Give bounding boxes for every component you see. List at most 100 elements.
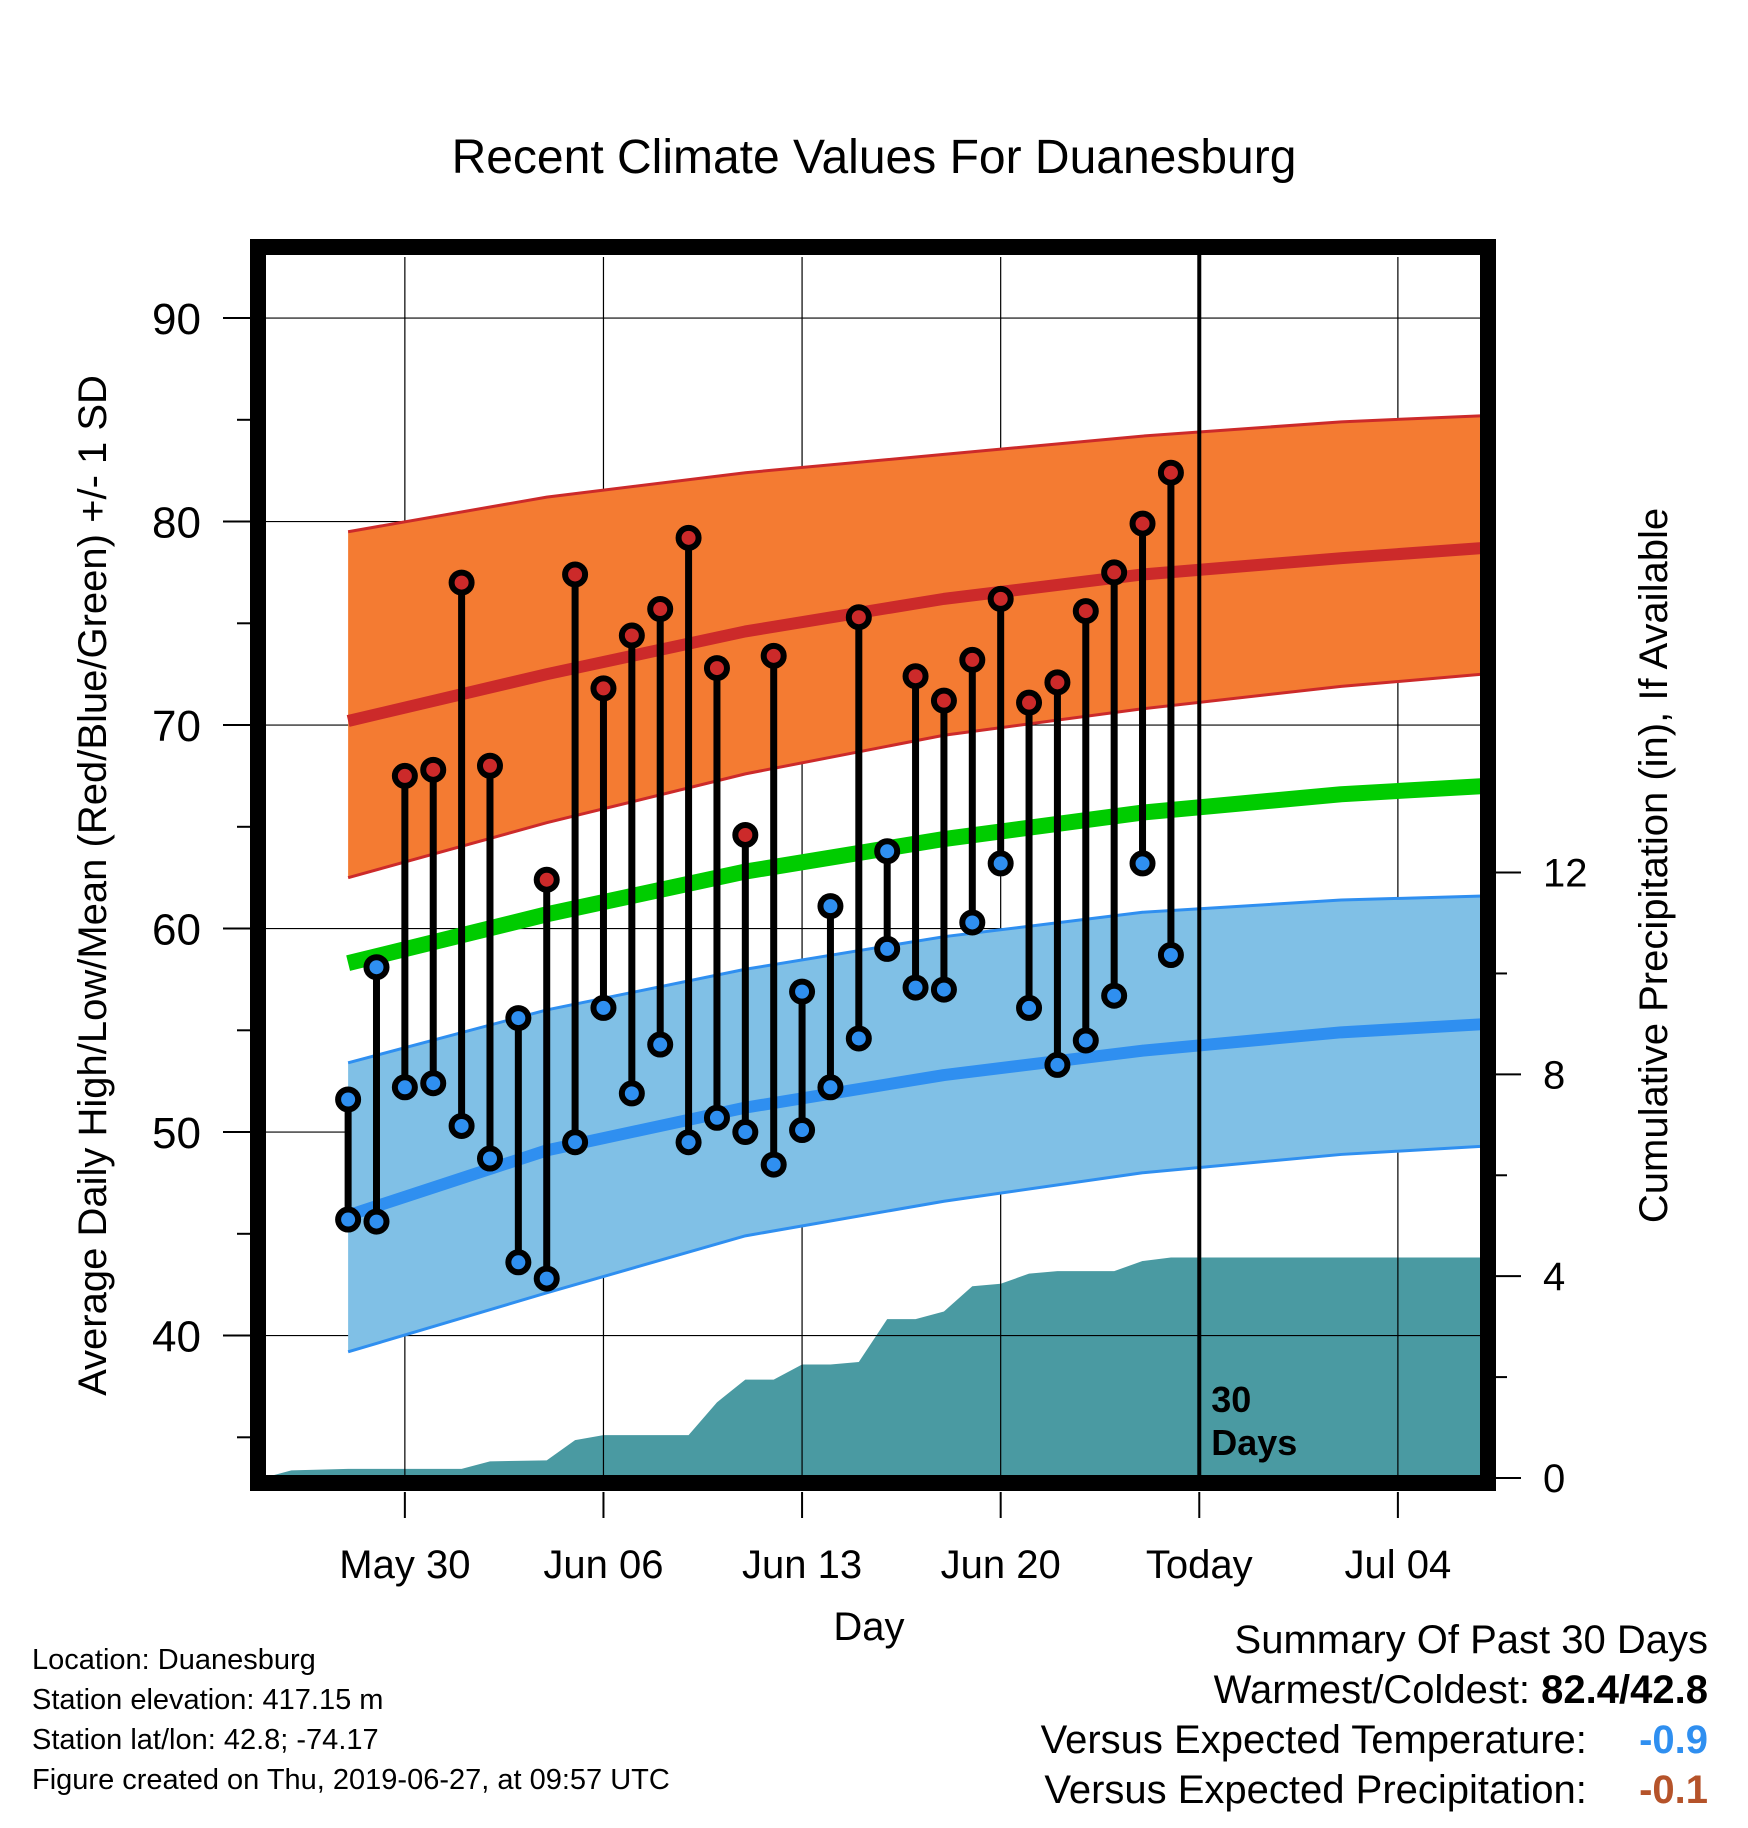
- summary-warm-cold-label: Warmest/Coldest:: [1213, 1668, 1531, 1712]
- obs-low-point: [930, 976, 957, 1003]
- footer-created: Figure created on Thu, 2019-06-27, at 09…: [32, 1764, 670, 1796]
- y2-tick-label: 0: [1543, 1457, 1565, 1501]
- obs-high-point: [675, 524, 702, 551]
- obs-high-point: [1157, 459, 1184, 486]
- obs-high-point: [391, 762, 418, 789]
- axes-layer: 40 50 60 70 80 90 0 4 8 12 May 30 Jun 06 Jun 13 Jun 2…: [71, 295, 1676, 1649]
- obs-low-point: [959, 909, 986, 936]
- obs-low-point: [448, 1112, 475, 1139]
- obs-low-point: [590, 994, 617, 1021]
- obs-high-point: [1101, 559, 1128, 586]
- summary-warm-cold-value: 82.4/42.8: [1541, 1668, 1708, 1712]
- obs-high-point: [590, 675, 617, 702]
- x-tick-label: Jul 04: [1345, 1543, 1452, 1587]
- today-annotation-line-2: Days: [1211, 1422, 1297, 1463]
- summary-precip-label: Versus Expected Precipitation:: [1044, 1768, 1587, 1812]
- obs-low-point: [902, 974, 929, 1001]
- y-tick-label: 50: [152, 1109, 201, 1158]
- y-tick-label: 70: [152, 702, 201, 751]
- obs-low-point: [1016, 994, 1043, 1021]
- summary-temp: Versus Expected Temperature: -0.9: [1041, 1715, 1708, 1765]
- obs-low-point: [533, 1265, 560, 1292]
- obs-high-point: [987, 585, 1014, 612]
- obs-low-point: [363, 1208, 390, 1235]
- obs-high-point: [1044, 669, 1071, 696]
- summary-temp-value: -0.9: [1639, 1718, 1708, 1762]
- y-tick-label: 60: [152, 906, 201, 955]
- obs-high-point: [874, 838, 901, 865]
- y-tick-label: 90: [152, 295, 201, 344]
- observations-layer: [335, 459, 1184, 1292]
- x-tick-label: Today: [1146, 1543, 1253, 1587]
- precip-area: [263, 1257, 1483, 1478]
- obs-low-point: [618, 1080, 645, 1107]
- obs-low-point: [987, 850, 1014, 877]
- obs-low-point: [817, 1074, 844, 1101]
- obs-low-point: [1101, 982, 1128, 1009]
- obs-high-point: [363, 954, 390, 981]
- y-tick-label: 80: [152, 499, 201, 548]
- obs-high-point: [789, 978, 816, 1005]
- obs-high-point: [1016, 689, 1043, 716]
- obs-low-point: [647, 1031, 674, 1058]
- precip-area-layer: [263, 1257, 1483, 1478]
- footer-elevation: Station elevation: 417.15 m: [32, 1684, 384, 1716]
- obs-low-point: [1157, 942, 1184, 969]
- obs-low-point: [732, 1119, 759, 1146]
- obs-low-point: [476, 1145, 503, 1172]
- obs-low-point: [391, 1074, 418, 1101]
- obs-high-point: [1129, 510, 1156, 537]
- summary-precip-value: -0.1: [1639, 1768, 1708, 1812]
- footer-latlon: Station lat/lon: 42.8; -74.17: [32, 1724, 379, 1756]
- obs-low-point: [760, 1151, 787, 1178]
- footer-location: Location: Duanesburg: [32, 1644, 316, 1676]
- summary-temp-label: Versus Expected Temperature:: [1040, 1718, 1587, 1762]
- today-annotation-line-1: 30: [1211, 1379, 1251, 1420]
- x-tick-label: May 30: [339, 1543, 470, 1587]
- obs-low-point: [1044, 1051, 1071, 1078]
- y2-axis-title: Cumulative Precipitation (in), If Availa…: [1632, 508, 1676, 1223]
- obs-high-point: [476, 752, 503, 779]
- x-tick-label: Jun 13: [742, 1543, 862, 1587]
- obs-high-point: [1072, 598, 1099, 625]
- obs-low-point: [703, 1104, 730, 1131]
- y2-tick-label: 8: [1543, 1053, 1565, 1097]
- obs-high-point: [647, 596, 674, 623]
- obs-low-point: [505, 1249, 532, 1276]
- summary-heading: Summary Of Past 30 Days: [1234, 1618, 1708, 1662]
- obs-high-point: [760, 642, 787, 669]
- summary-precip: Versus Expected Precipitation: -0.1: [1041, 1765, 1708, 1815]
- obs-high-point: [505, 1005, 532, 1032]
- obs-high-point: [618, 622, 645, 649]
- y2-tick-label: 4: [1543, 1255, 1565, 1299]
- y-tick-label: 40: [152, 1313, 201, 1362]
- obs-high-point: [448, 569, 475, 596]
- x-tick-label: Jun 06: [543, 1543, 663, 1587]
- summary-warm-cold: Warmest/Coldest: 82.4/42.8: [1041, 1665, 1708, 1715]
- chart-title: Recent Climate Values For Duanesburg: [451, 131, 1297, 184]
- obs-low-point: [789, 1117, 816, 1144]
- obs-low-point: [335, 1206, 362, 1233]
- obs-high-point: [817, 893, 844, 920]
- x-tick-label: Jun 20: [941, 1543, 1061, 1587]
- obs-low-point: [675, 1129, 702, 1156]
- obs-low-point: [562, 1129, 589, 1156]
- plot-frame: [250, 239, 1496, 1491]
- obs-high-point: [930, 687, 957, 714]
- obs-high-point: [959, 646, 986, 673]
- obs-high-point: [845, 604, 872, 631]
- obs-low-point: [845, 1025, 872, 1052]
- obs-high-point: [703, 655, 730, 682]
- low-normal-lower-line: [347, 1144, 1484, 1354]
- summary-panel: Summary Of Past 30 Days Warmest/Coldest:…: [1041, 1615, 1708, 1815]
- obs-high-point: [562, 561, 589, 588]
- x-axis-title: Day: [833, 1605, 904, 1649]
- footer-info: Location: Duanesburg Station elevation: …: [32, 1640, 670, 1800]
- obs-low-point: [874, 935, 901, 962]
- obs-high-point: [533, 866, 560, 893]
- obs-high-point: [420, 756, 447, 783]
- high-normal-mean-line: [346, 542, 1484, 727]
- obs-high-point: [335, 1086, 362, 1113]
- y2-tick-label: 12: [1543, 852, 1588, 896]
